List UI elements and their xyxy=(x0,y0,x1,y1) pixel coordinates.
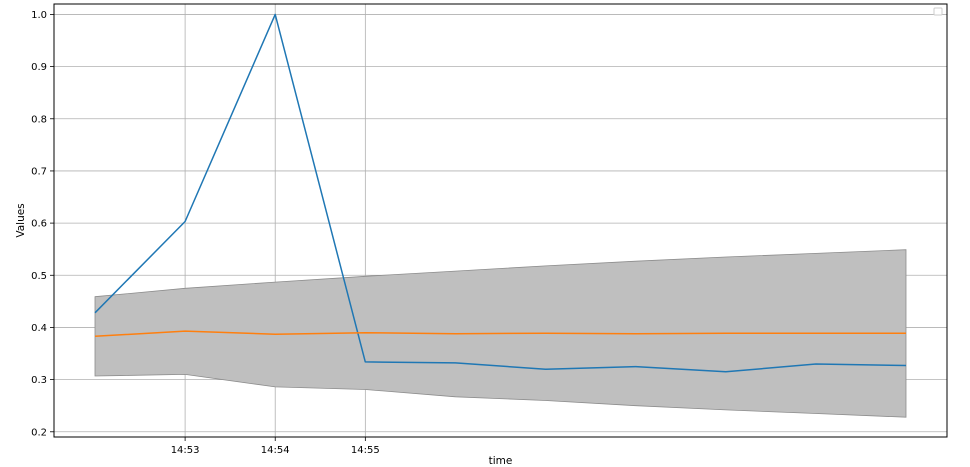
y-tick-label-7: 0.9 xyxy=(31,62,47,73)
y-tick-label-2: 0.4 xyxy=(31,323,47,334)
y-tick-label-5: 0.7 xyxy=(31,166,47,177)
series-lines xyxy=(94,13,907,373)
y-tick-label-3: 0.5 xyxy=(31,271,47,282)
x-axis-label: time xyxy=(489,455,513,467)
y-tick-label-6: 0.8 xyxy=(31,114,47,125)
x-axis: 14:53 14:54 14:55 xyxy=(171,437,380,456)
y-tick-label-0: 0.2 xyxy=(31,427,47,438)
series-line-0 xyxy=(94,13,907,373)
y-tick-label-1: 0.3 xyxy=(31,375,47,386)
x-tick-label-0: 14:53 xyxy=(171,445,200,456)
y-axis: 0.2 0.3 0.4 0.5 0.6 0.7 0.8 0.9 1.0 xyxy=(31,10,54,438)
plot-frame xyxy=(53,3,948,438)
legend-box xyxy=(933,7,943,16)
series-line-1 xyxy=(94,330,906,338)
y-tick-label-4: 0.6 xyxy=(31,219,47,230)
y-axis-label: Values xyxy=(15,203,27,237)
x-tick-label-1: 14:54 xyxy=(261,445,290,456)
x-tick-label-2: 14:55 xyxy=(351,445,380,456)
y-tick-label-8: 1.0 xyxy=(31,10,47,21)
